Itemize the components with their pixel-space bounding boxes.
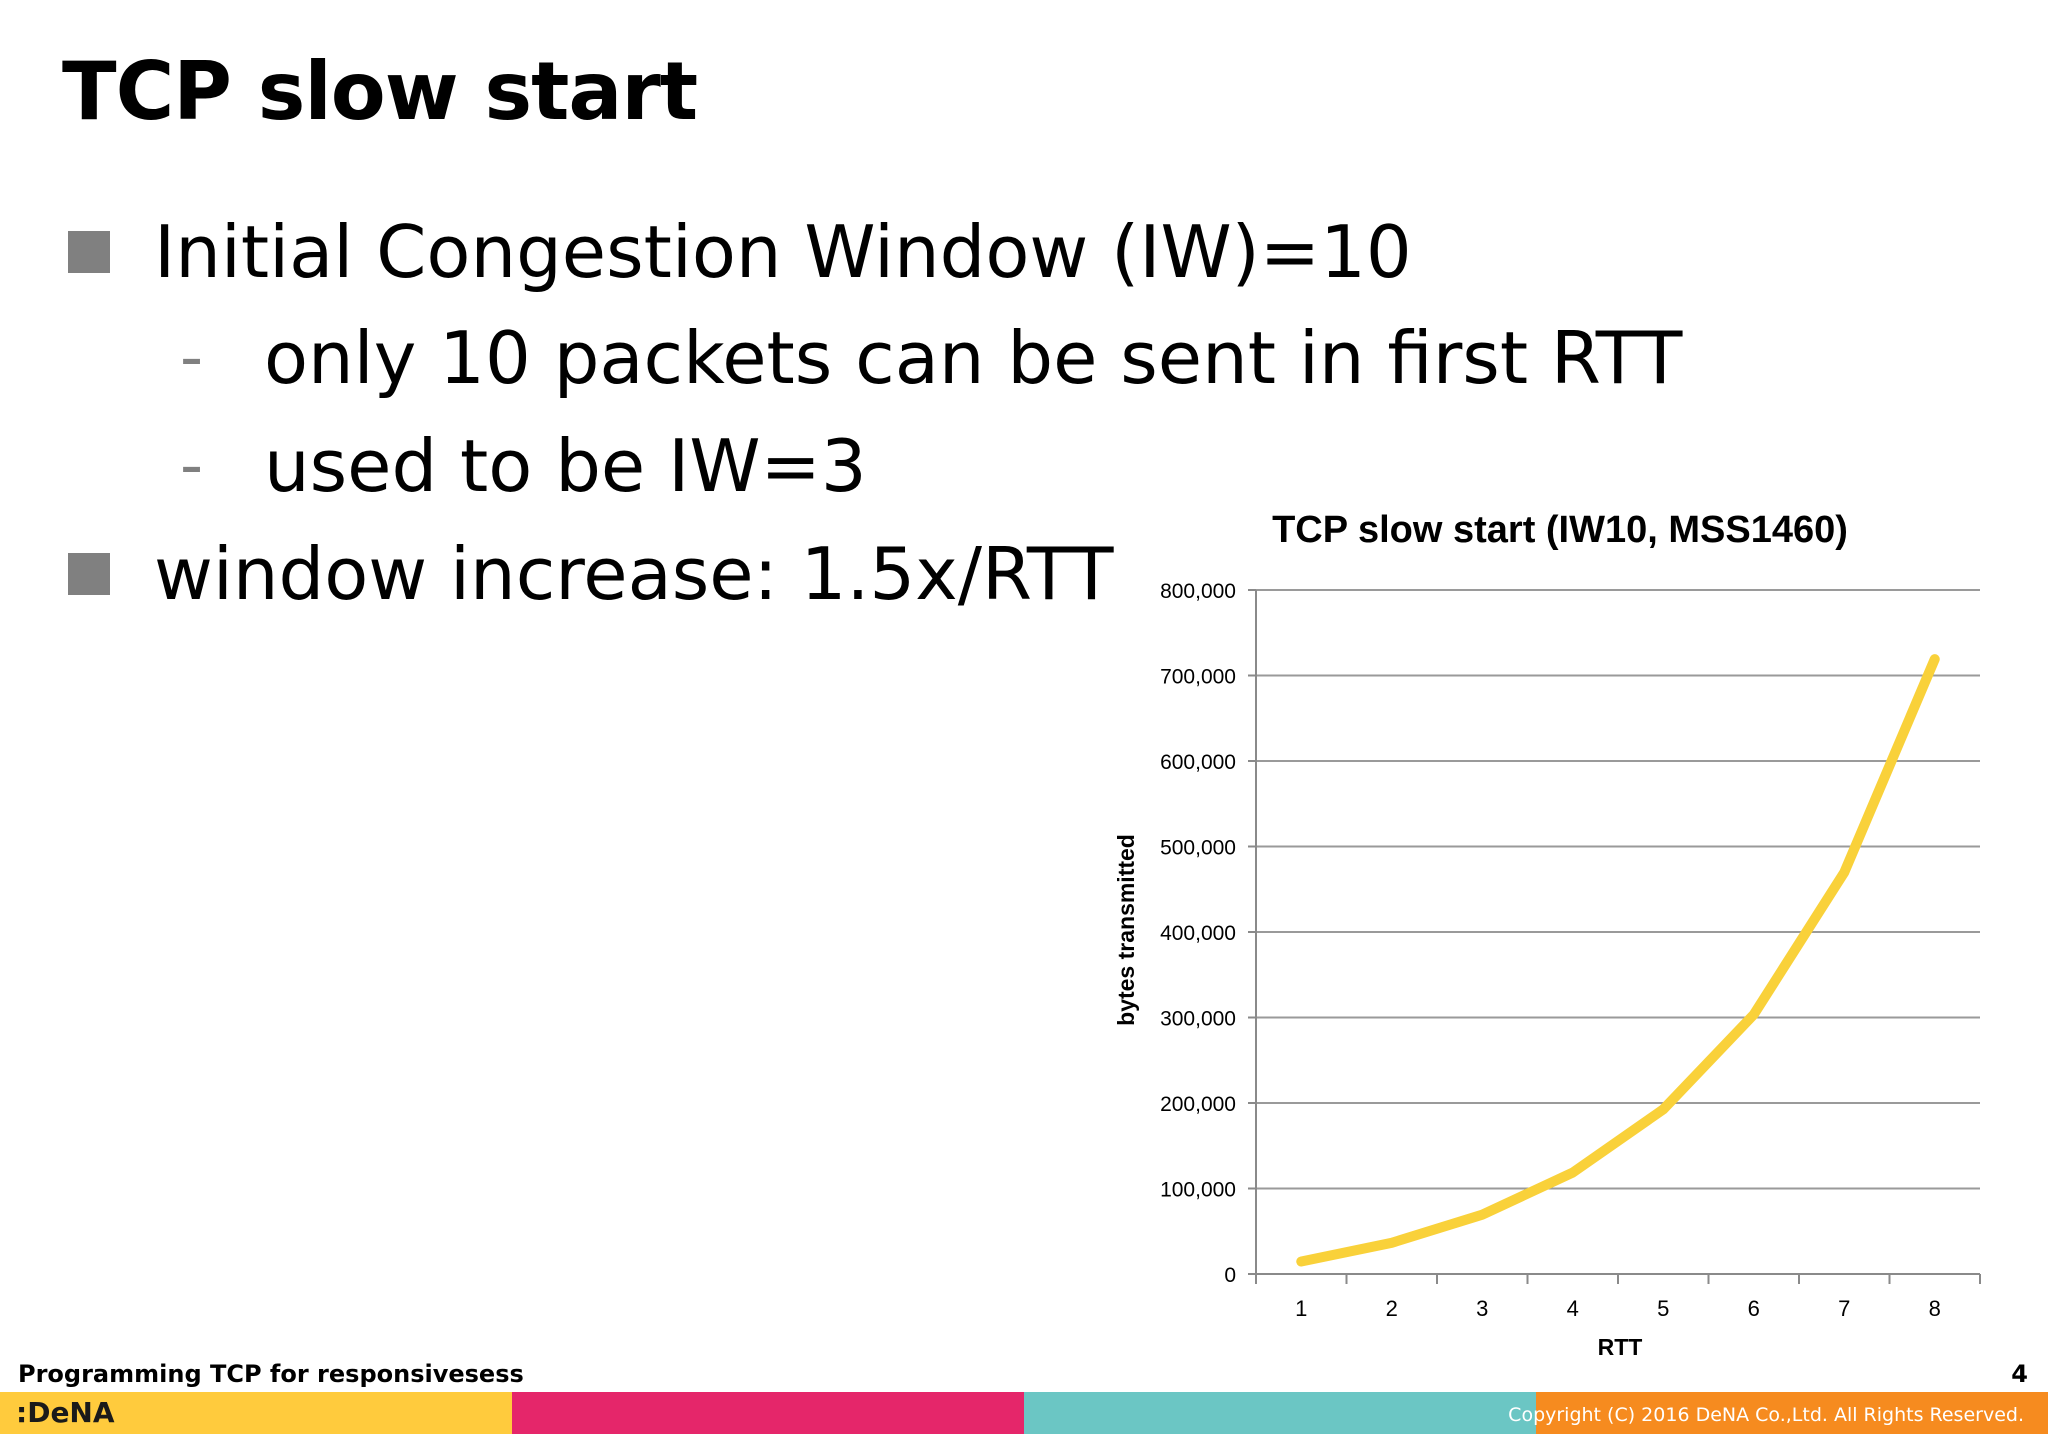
subbullet-text: used to be IW=3	[264, 424, 867, 508]
y-tick-label: 600,000	[1160, 751, 1236, 774]
bullet-window-increase: window increase: 1.5x/RTT	[68, 538, 1114, 610]
dash-icon: -	[180, 321, 204, 395]
color-bar-teal	[1024, 1392, 1536, 1434]
data-point	[1752, 1013, 1755, 1016]
x-tick-label: 7	[1838, 1296, 1850, 1321]
color-bar-orange	[1536, 1392, 2048, 1434]
color-bar-yellow	[0, 1392, 512, 1434]
x-tick-label: 2	[1386, 1296, 1398, 1321]
x-tick-label: 5	[1657, 1296, 1669, 1321]
y-tick-label: 500,000	[1160, 837, 1236, 860]
deck-title: Programming TCP for responsivesess	[18, 1360, 524, 1388]
chart-title: TCP slow start (IW10, MSS1460)	[1272, 509, 1848, 551]
square-bullet-icon	[68, 553, 110, 595]
dash-icon: -	[180, 429, 204, 503]
subbullet-first-rtt: - only 10 packets can be sent in first R…	[180, 322, 1682, 394]
x-tick-label: 3	[1476, 1296, 1488, 1321]
y-tick-labels: 0 100,000 200,000 300,000 400,000 500,000 600,…	[1160, 580, 1236, 1287]
slow-start-chart: TCP slow start (IW10, MSS1460) 0 100,000 2…	[1113, 509, 1981, 1360]
bullet-text: window increase: 1.5x/RTT	[154, 532, 1114, 616]
data-point	[1481, 1213, 1484, 1216]
page-number: 4	[2011, 1360, 2028, 1388]
data-point	[1300, 1260, 1303, 1263]
data-point	[1662, 1108, 1665, 1111]
square-bullet-icon	[68, 231, 110, 273]
y-tick-label: 400,000	[1160, 922, 1236, 945]
series-line	[1296, 654, 1940, 1267]
slide-title: TCP slow start	[62, 45, 698, 138]
subbullet-iw3: - used to be IW=3	[180, 430, 867, 502]
y-axis-label: bytes transmitted	[1113, 834, 1139, 1026]
y-tick-label: 100,000	[1160, 1179, 1236, 1202]
y-tick-label: 300,000	[1160, 1008, 1236, 1031]
series-layer	[1296, 654, 1940, 1267]
axes	[1248, 589, 1981, 1284]
copyright-notice: Copyright (C) 2016 DeNA Co.,Ltd. All Rig…	[1508, 1404, 2024, 1426]
y-tick-label: 700,000	[1160, 666, 1236, 689]
data-point	[1571, 1171, 1574, 1174]
subbullet-text: only 10 packets can be sent in first RTT	[264, 316, 1683, 400]
data-point	[1390, 1241, 1393, 1244]
y-tick-label: 200,000	[1160, 1093, 1236, 1116]
y-tick-label: 0	[1224, 1264, 1236, 1287]
color-bar	[0, 1392, 2048, 1434]
gridlines	[1256, 589, 1980, 1190]
x-tick-label: 8	[1929, 1296, 1941, 1321]
bullet-text: Initial Congestion Window (IW)=10	[154, 210, 1412, 294]
data-point	[1843, 871, 1846, 874]
color-bar-magenta	[512, 1392, 1024, 1434]
x-tick-label: 4	[1567, 1296, 1579, 1321]
bullet-initial-window: Initial Congestion Window (IW)=10	[68, 216, 1412, 288]
x-axis-label: RTT	[1598, 1334, 1643, 1360]
y-tick-label: 800,000	[1160, 580, 1236, 603]
dena-logo: :DeNA	[16, 1396, 115, 1429]
data-point	[1933, 658, 1936, 661]
x-tick-labels: 1 2 3 4 5 6 7 8	[1295, 1296, 1941, 1321]
x-tick-label: 6	[1748, 1296, 1760, 1321]
x-tick-label: 1	[1295, 1296, 1307, 1321]
